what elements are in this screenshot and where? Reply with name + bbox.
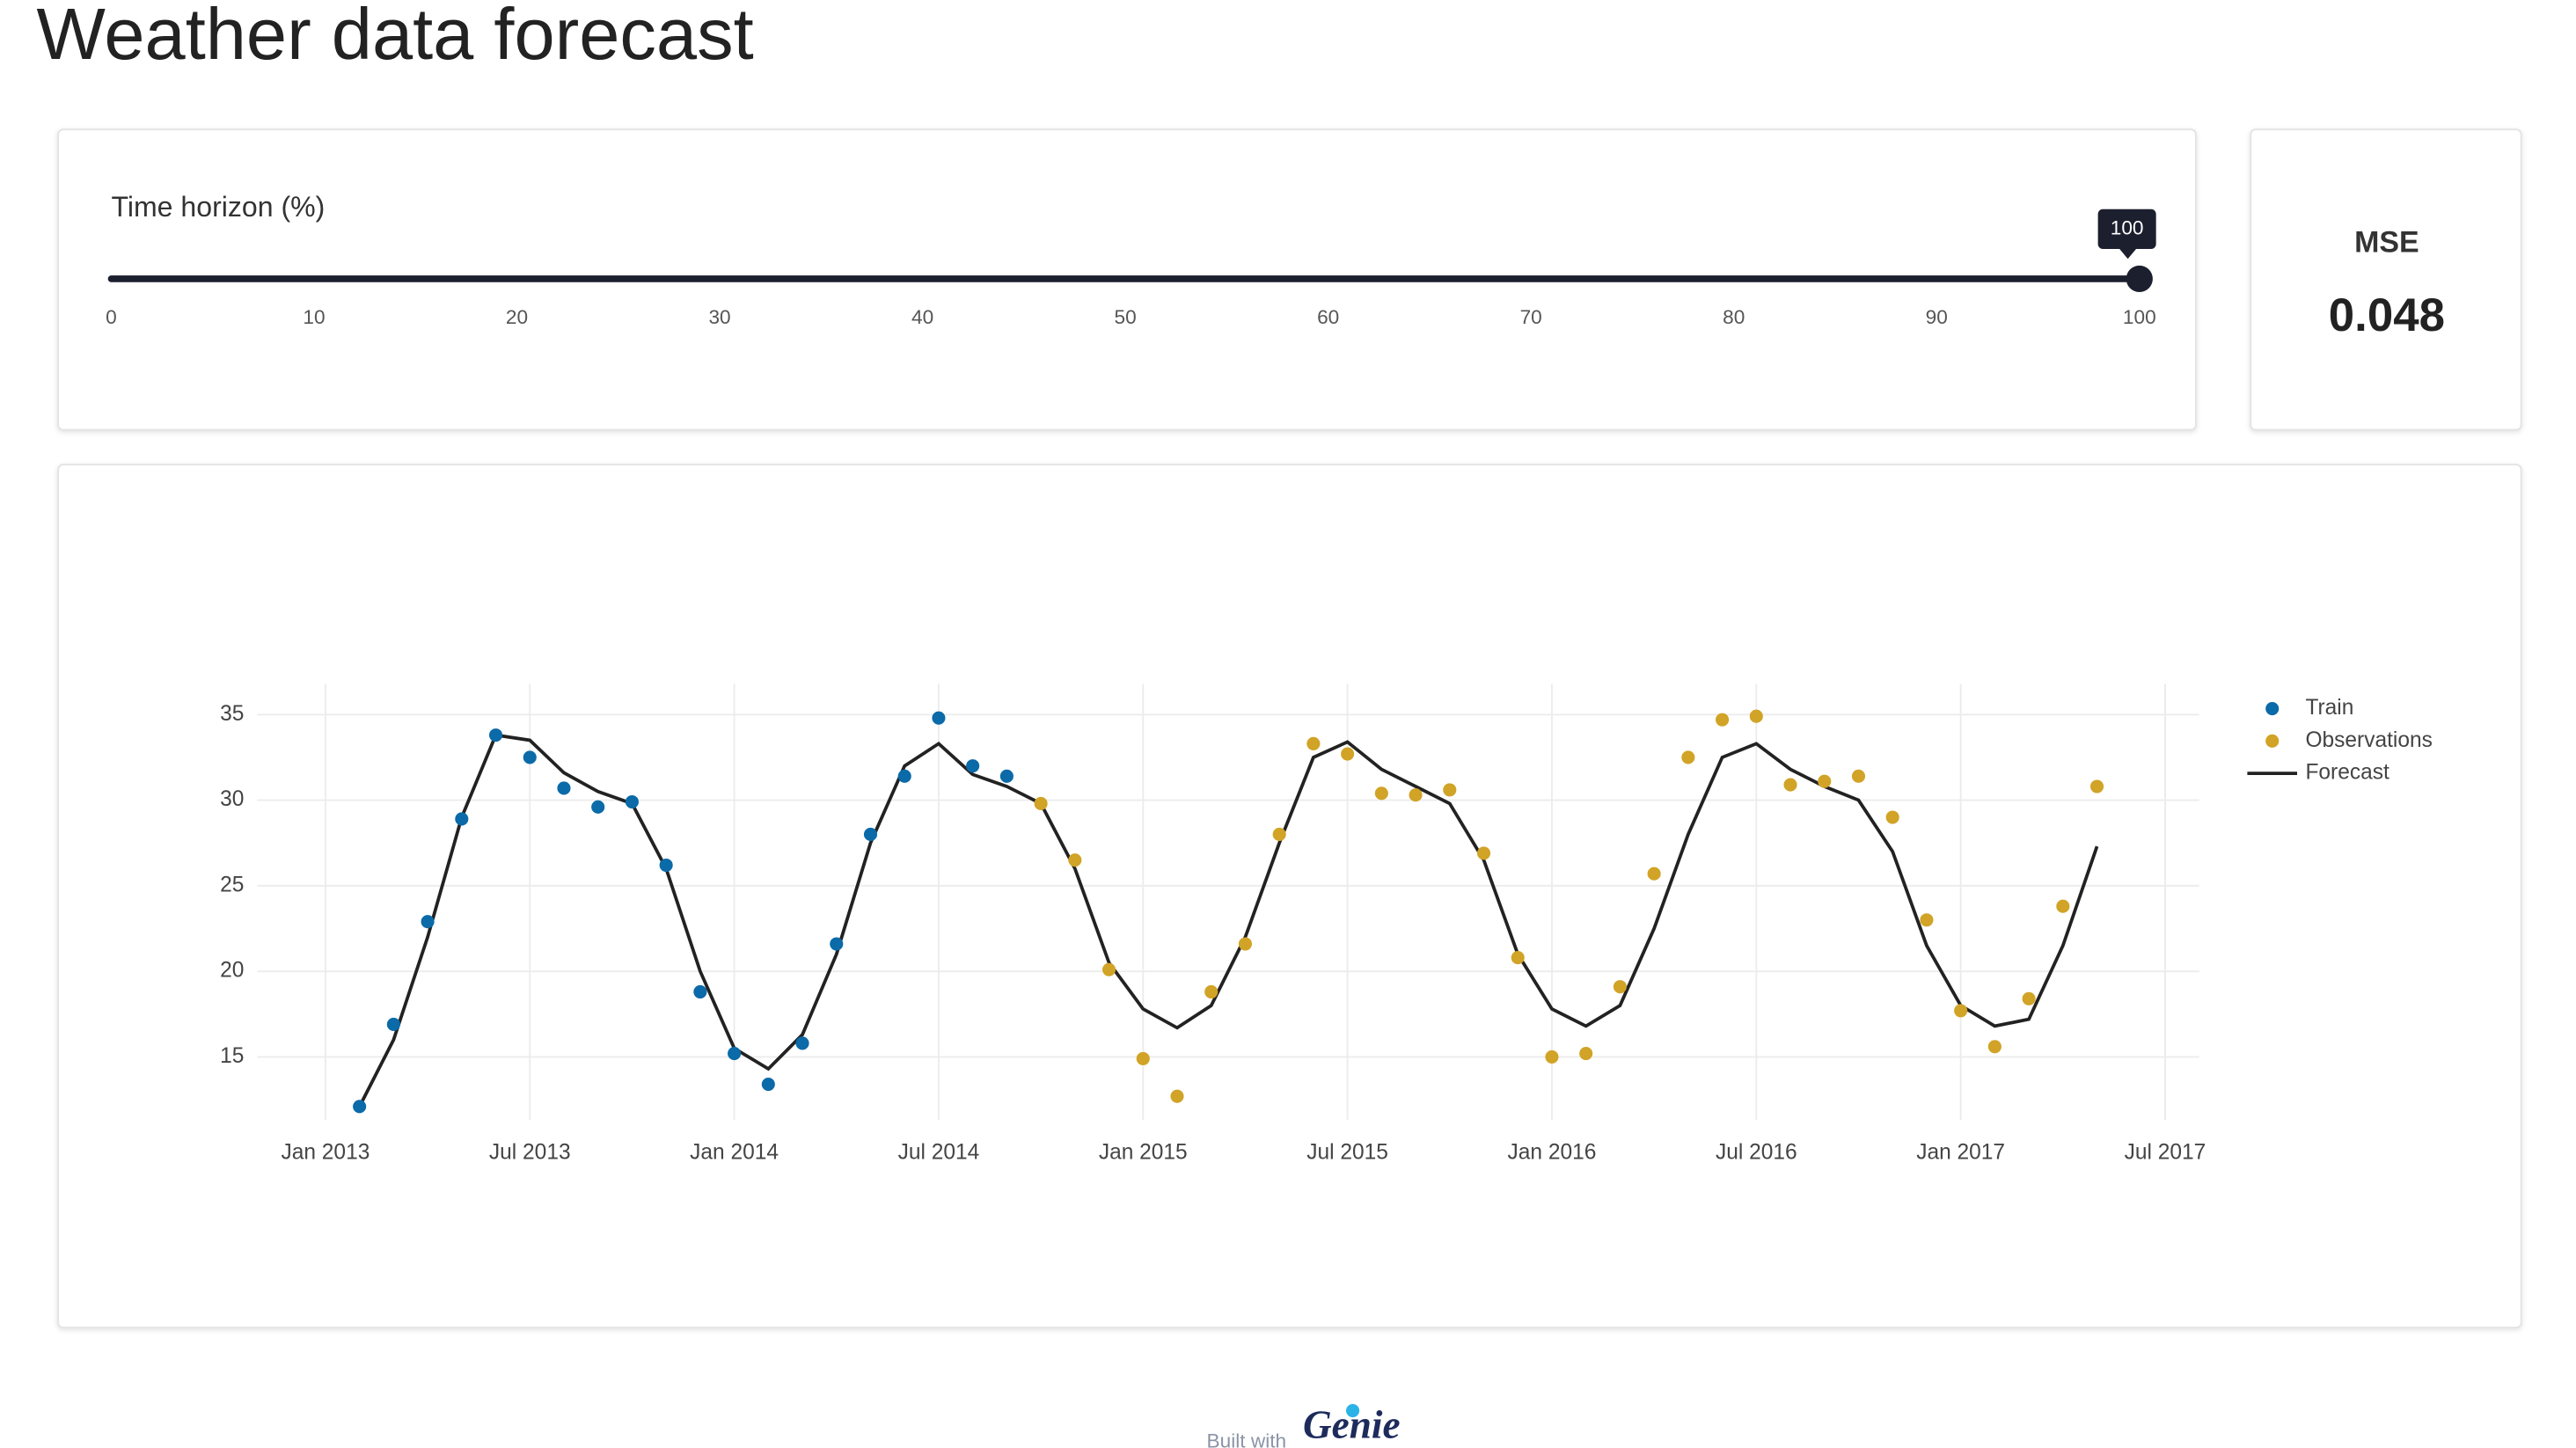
footer-text: Built with [1207,1430,1287,1448]
slider-tick-label: 30 [708,306,730,328]
data-point [557,781,571,795]
legend-swatch [2265,702,2280,716]
data-point [1579,1046,1593,1061]
data-point [386,1017,400,1031]
y-tick-label: 20 [220,959,244,983]
data-point [761,1078,775,1092]
data-point [1341,747,1355,761]
y-tick-label: 15 [220,1044,244,1068]
data-point [1272,827,1286,842]
data-point [693,984,707,999]
data-point [966,759,980,773]
legend-label: Train [2305,696,2353,720]
data-point [625,794,639,809]
data-point [591,800,605,814]
mse-card [2250,128,2522,431]
data-point [523,750,537,764]
x-tick-label: Jan 2014 [690,1141,779,1165]
slider-tick-label: 10 [303,306,325,328]
data-point [488,728,503,742]
data-point [1170,1089,1184,1103]
data-point [1034,796,1048,810]
mse-value: 0.048 [2329,289,2445,341]
data-point [1681,750,1695,764]
data-point [1647,867,1661,881]
x-tick-label: Jan 2015 [1099,1141,1188,1165]
data-point [1818,774,1832,788]
mse-label: MSE [2354,225,2419,259]
slider-tooltip [2097,208,2156,249]
data-point [1511,951,1525,965]
x-tick-label: Jul 2017 [2125,1141,2206,1165]
data-point [897,769,911,783]
data-point [795,1036,809,1050]
x-tick-label: Jul 2015 [1306,1141,1388,1165]
y-tick-label: 35 [220,702,244,726]
data-point [2089,779,2104,793]
data-point [728,1046,742,1061]
data-point [353,1100,367,1114]
data-point [863,827,878,842]
slider-tick-label: 90 [1926,306,1948,328]
data-point [2022,991,2036,1006]
data-point [1136,1051,1150,1065]
x-tick-label: Jan 2013 [281,1141,370,1165]
slider-tick-label: 50 [1115,306,1137,328]
slider-tooltip-text: 100 [2111,216,2144,238]
data-point [1954,1004,1968,1018]
x-tick-label: Jul 2014 [898,1141,980,1165]
slider-thumb[interactable] [2126,265,2153,293]
slider-tick-label: 100 [2123,306,2156,328]
data-point [1545,1049,1559,1064]
data-point [1749,709,1763,723]
logo-dot [1346,1404,1360,1418]
data-point [455,812,469,826]
legend-swatch [2265,734,2280,748]
data-point [1409,788,1423,802]
slider-tick-label: 70 [1520,306,1542,328]
y-tick-label: 30 [220,787,244,811]
data-point [1716,713,1730,727]
data-point [1068,853,1082,867]
data-point [999,769,1014,783]
data-point [1476,846,1491,860]
slider-tick-label: 0 [106,306,117,328]
data-point [1783,778,1797,792]
data-point [1204,984,1218,999]
slider-tick-label: 40 [911,306,933,328]
data-point [1306,736,1321,750]
forecast-line [357,733,2099,1108]
data-point [1920,913,1934,927]
slider-tick-label: 80 [1723,306,1745,328]
slider-tick-label: 60 [1317,306,1339,328]
page-title: Weather data forecast [37,0,754,75]
x-tick-label: Jan 2016 [1508,1141,1597,1165]
data-point [932,711,946,725]
data-point [1374,786,1388,801]
x-tick-label: Jan 2017 [1916,1141,2005,1165]
x-tick-label: Jul 2013 [489,1141,571,1165]
data-point [659,858,673,873]
data-point [2056,899,2070,913]
slider-tooltip-arrow [2119,248,2137,260]
x-tick-label: Jul 2016 [1716,1141,1797,1165]
data-point [830,937,844,951]
data-point [1613,980,1627,994]
y-tick-label: 25 [220,873,244,896]
legend-label: Forecast [2305,761,2389,785]
data-point [1851,769,1866,783]
data-point [1102,962,1116,976]
data-point [1987,1040,2002,1054]
legend-label: Observations [2305,728,2432,752]
data-point [1885,810,1899,824]
data-point [421,915,435,929]
data-point [1238,937,1252,951]
data-point [1443,783,1457,797]
slider-label: Time horizon (%) [111,191,325,223]
chart-card [57,464,2522,1329]
slider-tick-label: 20 [506,306,528,328]
